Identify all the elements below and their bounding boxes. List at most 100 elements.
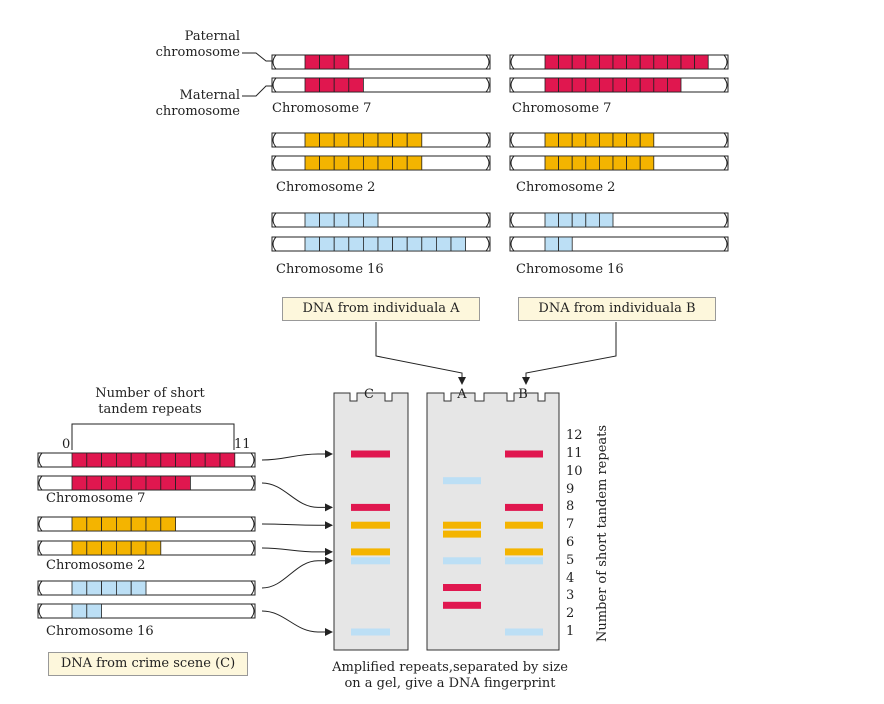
a-chr16-maternal-repeat xyxy=(392,236,408,252)
gel-band-c-red xyxy=(351,503,390,511)
a-chr2-paternal-repeat xyxy=(348,132,364,148)
c-chr7-second xyxy=(37,475,256,491)
a-chr2-maternal-right-end xyxy=(485,155,490,171)
a-chr16-maternal-right-end xyxy=(485,236,490,252)
b-chr7-label: Chromosome 7 xyxy=(512,101,612,116)
arrow-c-to-gel-1 xyxy=(261,450,333,461)
a-chr2-maternal-left-end xyxy=(272,155,277,171)
caption-line1: Amplified repeats,separated by size xyxy=(332,660,568,675)
a-chr2-paternal-left-end xyxy=(272,132,277,148)
gel-band-c-blue xyxy=(351,557,390,565)
b-chr2-label: Chromosome 2 xyxy=(516,180,616,195)
gel-band-a-yellow xyxy=(443,530,481,538)
a-chr16-paternal-right-end xyxy=(485,212,490,228)
b-chr7-maternal xyxy=(509,77,729,93)
c-chr7-second-repeat xyxy=(71,475,88,491)
arrow-c-to-gel-4 xyxy=(261,547,333,556)
b-chr16-maternal xyxy=(509,236,729,252)
c-chr2-first-repeat xyxy=(160,516,177,532)
b-chr7-paternal-repeat xyxy=(544,54,560,70)
axis-title: Number of short tandem repeats xyxy=(595,424,610,642)
maternal-label-line2: chromosome xyxy=(155,104,240,119)
a-chr16-paternal-left-end xyxy=(272,212,277,228)
c-chr7-label: Chromosome 7 xyxy=(46,491,146,506)
gel-band-a-yellow xyxy=(443,521,481,529)
c-chr16-first-right-end xyxy=(250,580,255,596)
maternal-label-line1: Maternal xyxy=(179,88,240,103)
scale-number: 4 xyxy=(566,570,575,586)
a-chr16-paternal-repeat xyxy=(319,212,335,228)
maternal-pointer xyxy=(242,85,272,97)
b-chr16-label: Chromosome 16 xyxy=(516,262,624,277)
c-chr2-label: Chromosome 2 xyxy=(46,558,146,573)
b-chr7-paternal-repeat xyxy=(585,54,600,70)
gel-band-a-red xyxy=(443,584,481,591)
dna-individual-b-box: DNA from individuala B xyxy=(518,297,716,321)
gel-band-a-red xyxy=(443,601,481,609)
arrow-c-to-gel-5 xyxy=(261,556,333,589)
b-chr2-paternal-repeat xyxy=(639,132,655,148)
gel-band-c-red xyxy=(351,450,390,458)
a-chr7-paternal-repeat xyxy=(319,54,335,70)
b-chr2-paternal-repeat xyxy=(585,132,600,148)
b-chr2-maternal-repeat xyxy=(544,155,560,171)
gel-band-c-yellow xyxy=(351,521,390,529)
a-chr2-paternal-repeat xyxy=(319,132,335,148)
b-chr16-maternal-left-end xyxy=(510,236,515,252)
c-chr7-second-repeat xyxy=(116,475,132,491)
c-chr2-first-repeat xyxy=(71,516,88,532)
b-chr2-maternal-repeat xyxy=(626,155,641,171)
c-chr2-second xyxy=(37,540,256,556)
c-chr7-second-right-end xyxy=(250,475,255,491)
b-chr16-paternal-right-end xyxy=(723,212,728,228)
b-chr7-maternal-repeat xyxy=(585,77,600,93)
c-chr16-second-left-end xyxy=(38,603,43,619)
a-chr16-maternal xyxy=(271,236,491,252)
c-chr2-second-repeat xyxy=(71,540,88,556)
c-chr16-label: Chromosome 16 xyxy=(46,624,154,639)
repeat-bracket xyxy=(71,423,235,450)
c-chr2-second-repeat xyxy=(101,540,117,556)
scale-number: 2 xyxy=(566,606,575,622)
c-chr16-first-left-end xyxy=(38,580,43,596)
repeats-label-line2: tandem repeats xyxy=(98,402,202,417)
c-chr2-second-right-end xyxy=(250,540,255,556)
c-chr2-first-repeat xyxy=(116,516,132,532)
b-chr7-paternal-repeat xyxy=(599,54,614,70)
b-chr7-paternal-repeat xyxy=(639,54,655,70)
gel-band-b-red xyxy=(505,503,543,511)
gel-band-b-red xyxy=(505,450,543,458)
b-chr7-maternal-repeat xyxy=(544,77,560,93)
b-chr7-paternal-repeat xyxy=(571,54,587,70)
b-chr16-paternal-repeat xyxy=(585,212,600,228)
a-chr7-maternal-right-end xyxy=(485,77,490,93)
repeats-label-line1: Number of short xyxy=(95,386,205,401)
a-chr2-paternal-repeat xyxy=(377,132,394,148)
a-chr2-paternal-repeat xyxy=(304,132,321,148)
arrow-c-to-gel-6 xyxy=(261,610,333,636)
b-chr2-paternal-repeat xyxy=(612,132,628,148)
a-chr16-paternal xyxy=(271,212,491,228)
a-chr7-paternal-left-end xyxy=(272,54,277,70)
gel-c xyxy=(333,392,409,651)
c-chr2-first-repeat xyxy=(145,516,162,532)
a-chr2-paternal-repeat xyxy=(406,132,423,148)
a-chr7-maternal-repeat xyxy=(333,77,350,93)
a-chr2-maternal-repeat xyxy=(362,155,379,171)
b-chr7-paternal-repeat xyxy=(680,54,696,70)
a-chr16-paternal-repeat xyxy=(362,212,379,228)
gel-band-a-blue xyxy=(443,477,481,485)
c-chr7-second-repeat xyxy=(175,475,191,491)
scale-number: 8 xyxy=(566,499,575,515)
a-chr2-maternal-repeat xyxy=(406,155,423,171)
a-chr2-maternal xyxy=(271,155,491,171)
a-chr16-maternal-repeat xyxy=(406,236,423,252)
a-chr7-paternal-repeat xyxy=(304,54,321,70)
a-chr2-maternal-repeat xyxy=(392,155,408,171)
b-chr2-paternal-left-end xyxy=(510,132,515,148)
b-chr7-maternal-right-end xyxy=(723,77,728,93)
b-chr2-maternal-repeat xyxy=(585,155,600,171)
a-chr7-label: Chromosome 7 xyxy=(272,101,372,116)
c-chr2-second-repeat xyxy=(86,540,103,556)
